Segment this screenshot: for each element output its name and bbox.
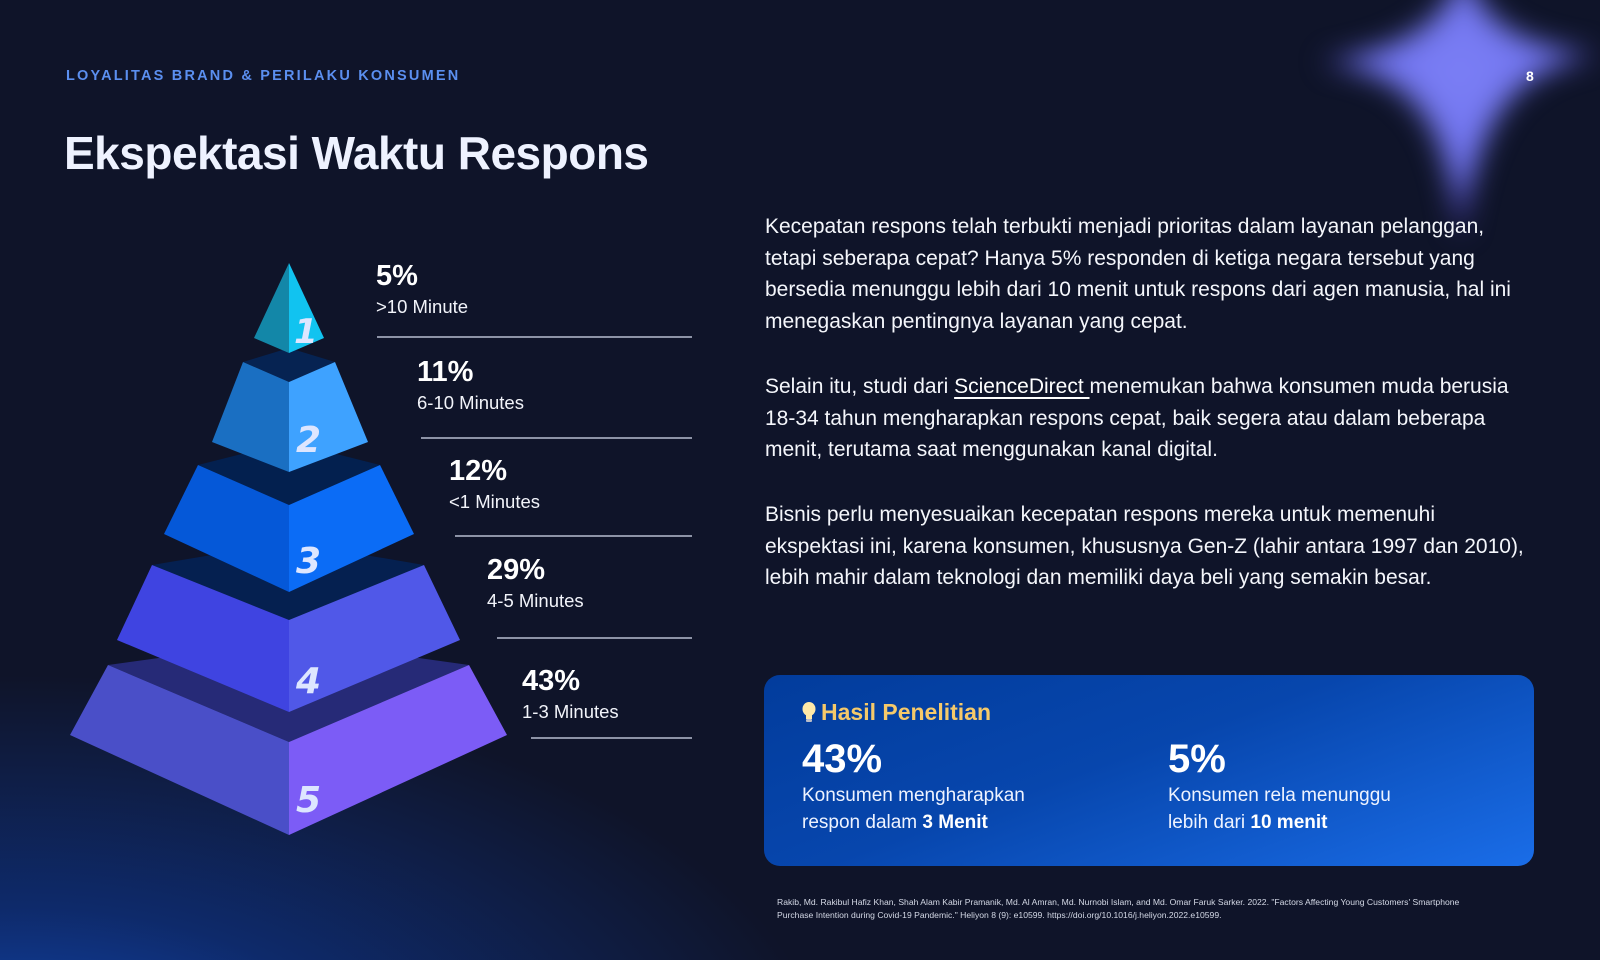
tier-number-2: 2 [296,420,321,461]
research-findings-card: Hasil Penelitian 43% Konsumen mengharapk… [764,675,1534,866]
desc-line: lebih dari [1168,811,1251,833]
tier-number-5: 5 [296,780,321,821]
card-stat-value: 5% [1168,737,1226,781]
divider [421,437,692,439]
tier-percent: 29% [487,554,546,586]
tier-number-1: 1 [294,312,318,352]
tier-percent: 12% [449,455,508,487]
desc-emphasis: 10 menit [1250,811,1328,833]
desc-line: Konsumen rela menunggu [1168,785,1391,806]
card-title: Hasil Penelitian [801,699,991,726]
tier-stat-5: 43% 1-3 Minutes [522,664,619,726]
card-stat-desc: Konsumen rela menunggu lebih dari 10 men… [1168,783,1391,836]
section-eyebrow: LOYALITAS BRAND & PERILAKU KONSUMEN [66,68,461,84]
tier-label: >10 Minute [376,296,469,317]
page-title: Ekspektasi Waktu Respons [64,127,649,179]
paragraph-text: menemukan bahwa konsumen muda berusia 18… [765,375,1509,462]
desc-emphasis: 3 Menit [922,811,988,833]
card-stat-value: 43% [802,737,883,781]
divider [497,637,692,639]
citation: Rakib, Md. Rakibul Hafiz Khan, Shah Alam… [777,897,1460,920]
tier-stat-4: 29% 4-5 Minutes [487,553,584,615]
tier-number-4: 4 [295,661,321,702]
tier-stat-3: 12% <1 Minutes [449,454,540,516]
tier-percent: 43% [522,665,581,697]
tier-label: 1-3 Minutes [522,701,619,722]
tier-percent: 11% [417,356,474,388]
divider [377,336,692,338]
pyramid-tier-1: 1 [254,263,324,353]
card-title-text: Hasil Penelitian [821,699,992,725]
paragraph-business: Bisnis perlu menyesuaikan kecepatan resp… [765,503,1524,590]
paragraph-intro: Kecepatan respons telah terbukti menjadi… [765,215,1511,333]
page-number: 8 [1526,68,1534,84]
pyramid-tier-3: 3 [164,442,414,592]
lightbulb-icon [802,701,816,722]
divider [531,737,692,739]
paragraph-study: Selain itu, studi dari ScienceDirect men… [765,371,1535,466]
card-stat-desc: Konsumen mengharapkan respon dalam 3 Men… [802,783,1025,836]
divider [455,535,692,537]
tier-percent: 5% [376,260,418,292]
tier-label: <1 Minutes [449,491,541,512]
tier-number-3: 3 [296,541,321,582]
tier-label: 6-10 Minutes [417,392,524,413]
response-time-pyramid: 5 4 3 2 1 [70,263,507,835]
tier-stat-2: 11% 6-10 Minutes [417,355,524,417]
tier-label: 4-5 Minutes [487,590,584,611]
sciencedirect-link[interactable]: ScienceDirect [954,375,1090,398]
tier-stat-1: 5% >10 Minute [376,259,468,321]
paragraph-text: Selain itu, studi dari [765,375,955,398]
desc-line: Konsumen mengharapkan [802,785,1025,806]
pyramid-tier-2: 2 [212,348,368,472]
desc-line: respon dalam [802,811,923,833]
card-stat-2: 5% Konsumen rela menunggu lebih dari 10 … [1168,735,1391,836]
card-stat-1: 43% Konsumen mengharapkan respon dalam 3… [802,735,1025,836]
